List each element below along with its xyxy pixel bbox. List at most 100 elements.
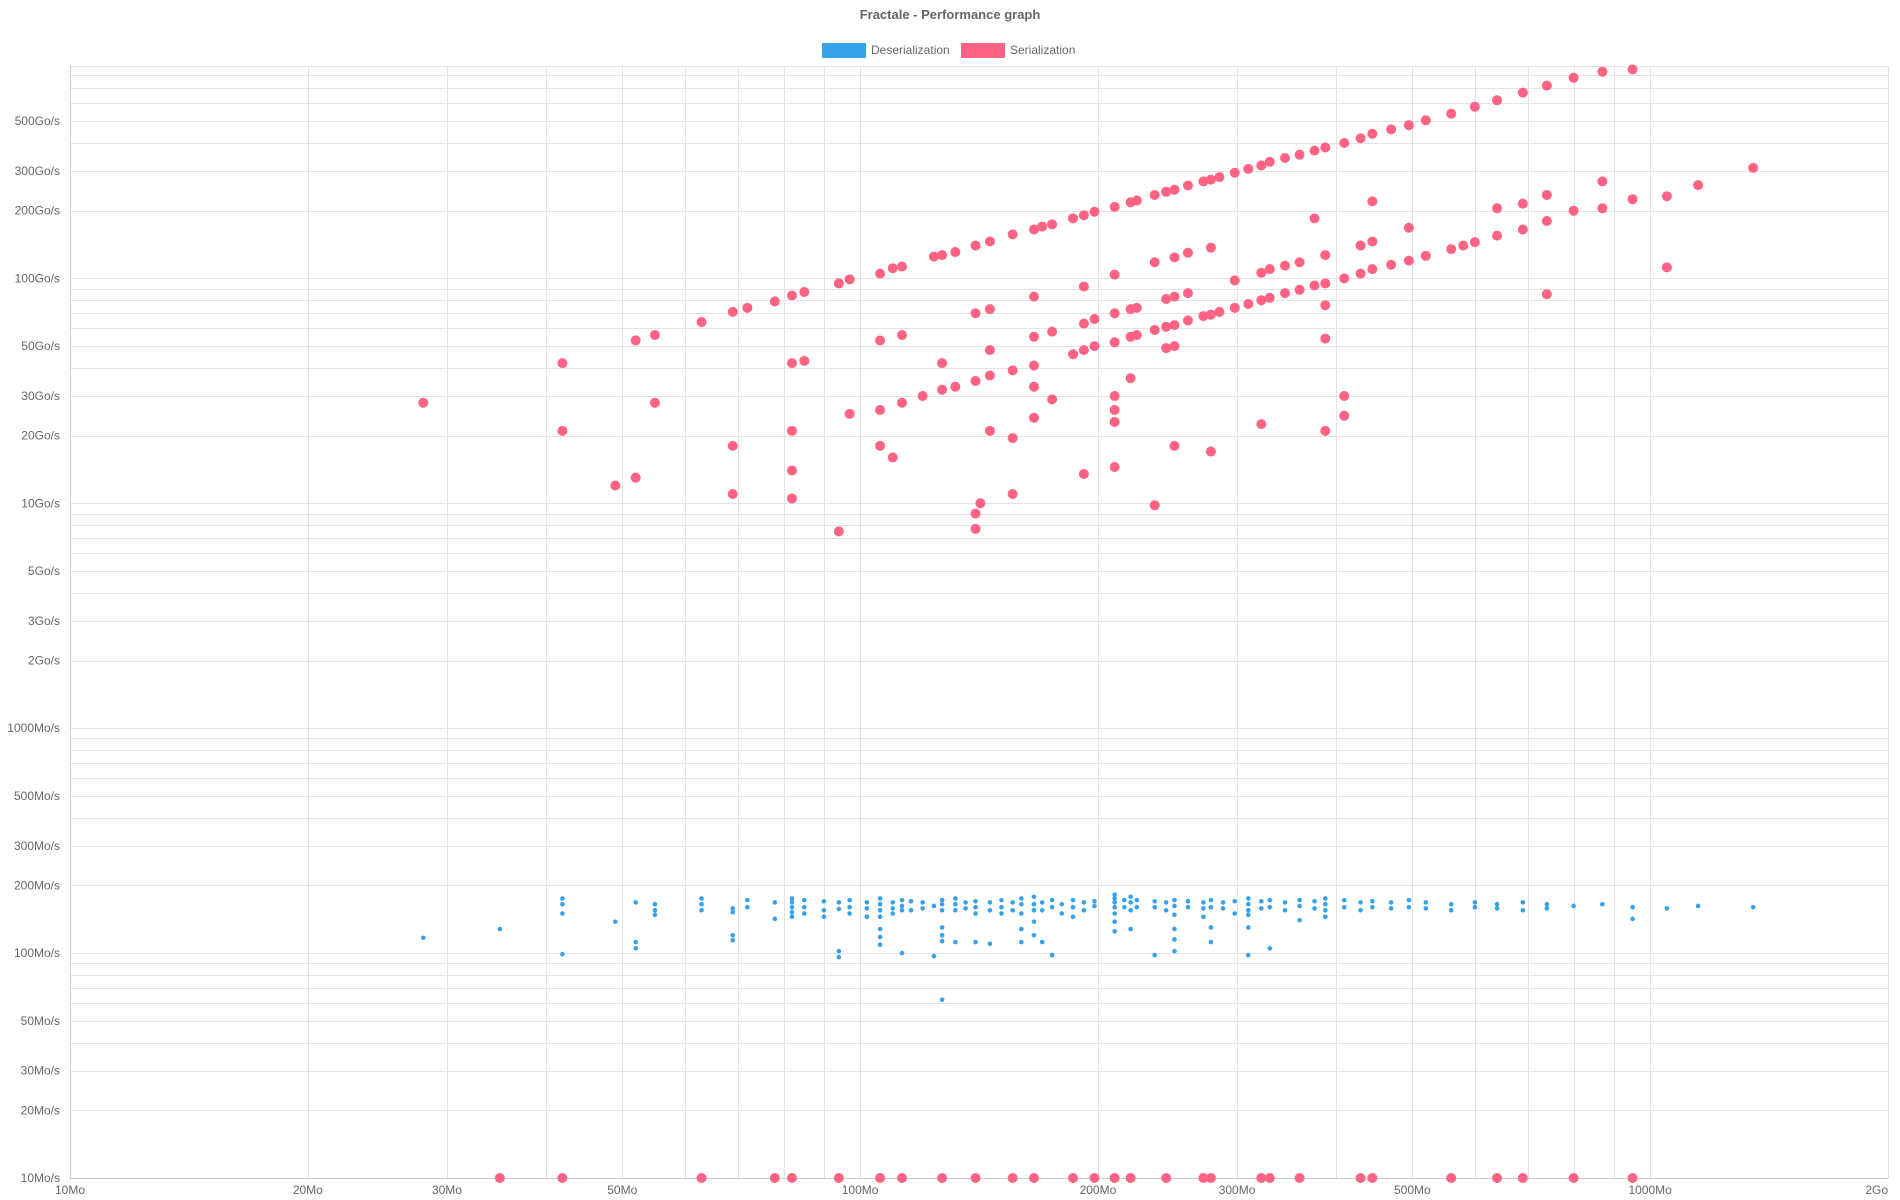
serialization-point[interactable] — [1517, 198, 1528, 209]
deserialization-point[interactable] — [1358, 900, 1363, 905]
deserialization-point[interactable] — [908, 898, 914, 904]
serialization-point[interactable] — [1748, 162, 1759, 173]
deserialization-point[interactable] — [633, 900, 639, 905]
serialization-point[interactable] — [1047, 394, 1058, 405]
deserialization-point[interactable] — [1312, 898, 1317, 904]
deserialization-point[interactable] — [1232, 911, 1238, 916]
serialization-point[interactable] — [1047, 219, 1058, 230]
deserialization-point[interactable] — [1245, 896, 1251, 901]
serialization-point[interactable] — [1205, 1173, 1216, 1183]
serialization-point[interactable] — [1627, 64, 1638, 75]
deserialization-point[interactable] — [1010, 907, 1015, 913]
deserialization-point[interactable] — [1323, 907, 1328, 913]
deserialization-point[interactable] — [939, 997, 945, 1003]
serialization-point[interactable] — [727, 488, 738, 499]
deserialization-point[interactable] — [1031, 894, 1037, 900]
deserialization-point[interactable] — [1010, 900, 1015, 905]
deserialization-point[interactable] — [1163, 900, 1169, 905]
serialization-point[interactable] — [1161, 321, 1172, 332]
serialization-point[interactable] — [887, 452, 898, 463]
serialization-point[interactable] — [494, 1173, 505, 1183]
deserialization-point[interactable] — [931, 903, 937, 909]
serialization-point[interactable] — [1597, 66, 1608, 77]
deserialization-point[interactable] — [987, 900, 993, 905]
deserialization-point[interactable] — [1019, 939, 1024, 945]
deserialization-point[interactable] — [939, 907, 945, 913]
serialization-point[interactable] — [1256, 160, 1267, 171]
deserialization-point[interactable] — [1112, 900, 1117, 905]
serialization-point[interactable] — [844, 274, 855, 285]
deserialization-point[interactable] — [699, 907, 704, 913]
serialization-point[interactable] — [1214, 306, 1225, 317]
serialization-point[interactable] — [1182, 315, 1193, 326]
serialization-point[interactable] — [1078, 468, 1089, 479]
deserialization-point[interactable] — [1172, 926, 1177, 932]
deserialization-point[interactable] — [821, 907, 827, 913]
serialization-point[interactable] — [1264, 156, 1275, 167]
deserialization-point[interactable] — [1323, 914, 1328, 920]
serialization-point[interactable] — [1243, 163, 1254, 174]
deserialization-point[interactable] — [973, 904, 978, 910]
serialization-point[interactable] — [970, 1173, 981, 1183]
serialization-point[interactable] — [1028, 224, 1039, 235]
serialization-point[interactable] — [1320, 250, 1331, 261]
serialization-point[interactable] — [1205, 309, 1216, 320]
deserialization-point[interactable] — [963, 900, 968, 905]
serialization-point[interactable] — [1294, 284, 1305, 295]
serialization-point[interactable] — [1446, 244, 1457, 255]
serialization-point[interactable] — [1169, 440, 1180, 451]
serialization-point[interactable] — [769, 296, 780, 307]
deserialization-point[interactable] — [1031, 919, 1037, 924]
deserialization-point[interactable] — [836, 906, 842, 912]
serialization-point[interactable] — [1309, 145, 1320, 156]
deserialization-point[interactable] — [560, 951, 565, 957]
deserialization-point[interactable] — [420, 935, 426, 941]
serialization-point[interactable] — [1109, 1173, 1120, 1183]
deserialization-point[interactable] — [789, 896, 795, 901]
deserialization-point[interactable] — [1128, 907, 1133, 913]
deserialization-point[interactable] — [973, 911, 978, 916]
deserialization-point[interactable] — [890, 906, 896, 911]
deserialization-point[interactable] — [1112, 896, 1117, 901]
deserialization-point[interactable] — [953, 939, 958, 945]
deserialization-point[interactable] — [1185, 898, 1191, 904]
serialization-point[interactable] — [1109, 201, 1120, 212]
serialization-point[interactable] — [970, 240, 981, 251]
serialization-point[interactable] — [696, 1173, 707, 1183]
deserialization-point[interactable] — [836, 954, 842, 960]
deserialization-point[interactable] — [963, 906, 968, 911]
serialization-point[interactable] — [1541, 216, 1552, 227]
serialization-point[interactable] — [799, 287, 810, 298]
deserialization-point[interactable] — [1112, 919, 1117, 924]
deserialization-point[interactable] — [1128, 900, 1133, 905]
serialization-point[interactable] — [1089, 206, 1100, 217]
deserialization-point[interactable] — [864, 906, 870, 911]
deserialization-point[interactable] — [1245, 912, 1251, 918]
deserialization-point[interactable] — [877, 942, 883, 947]
serialization-point[interactable] — [1078, 318, 1089, 329]
serialization-point[interactable] — [984, 370, 995, 381]
serialization-point[interactable] — [937, 250, 948, 261]
deserialization-point[interactable] — [1134, 904, 1140, 910]
serialization-point[interactable] — [937, 384, 948, 395]
deserialization-point[interactable] — [1201, 906, 1206, 911]
serialization-point[interactable] — [937, 358, 948, 369]
deserialization-point[interactable] — [1630, 916, 1635, 922]
serialization-point[interactable] — [630, 335, 641, 346]
legend-item-serialization[interactable]: Serialization — [961, 43, 1075, 58]
deserialization-point[interactable] — [1070, 897, 1076, 903]
deserialization-point[interactable] — [1245, 952, 1251, 958]
deserialization-point[interactable] — [1341, 897, 1347, 903]
deserialization-point[interactable] — [1312, 906, 1317, 911]
deserialization-point[interactable] — [1267, 897, 1273, 903]
serialization-point[interactable] — [1182, 247, 1193, 258]
deserialization-point[interactable] — [633, 946, 639, 951]
deserialization-point[interactable] — [1208, 925, 1214, 930]
deserialization-point[interactable] — [1039, 900, 1045, 905]
deserialization-point[interactable] — [1112, 911, 1117, 916]
serialization-point[interactable] — [1007, 433, 1018, 444]
deserialization-point[interactable] — [1750, 904, 1756, 910]
deserialization-point[interactable] — [899, 907, 905, 913]
serialization-point[interactable] — [1161, 186, 1172, 197]
deserialization-point[interactable] — [1185, 904, 1191, 910]
